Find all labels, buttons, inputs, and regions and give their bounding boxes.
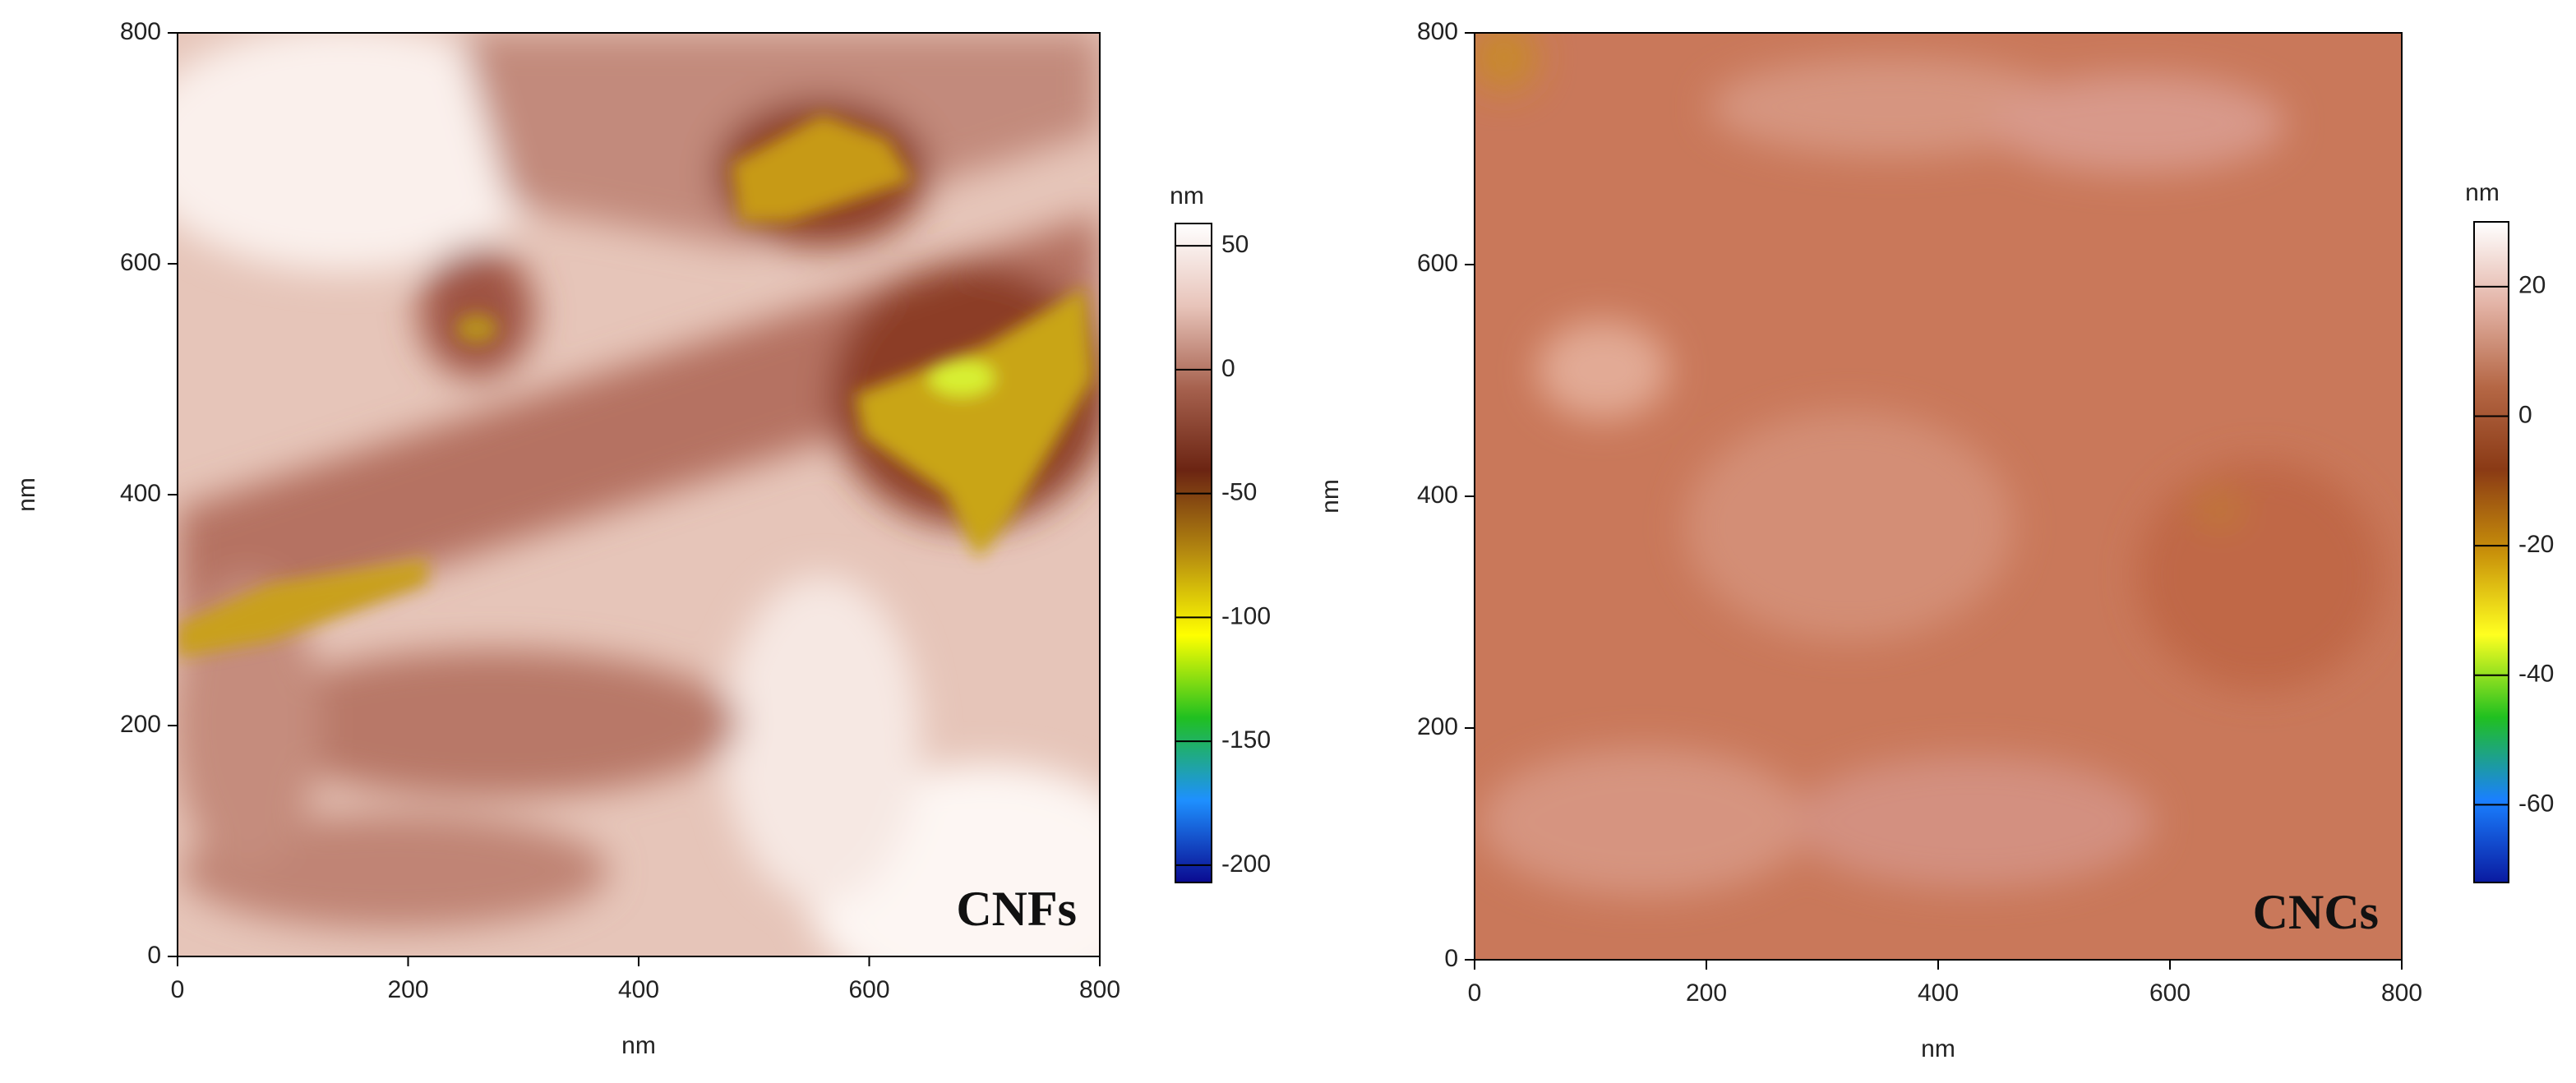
x-tick-label: 400 [618,976,659,1003]
y-tick-label: 400 [1417,482,1458,509]
y-tick-label: 0 [147,942,161,969]
colorbar [1175,223,1212,883]
afm-image [178,33,1100,956]
x-tick-label: 600 [848,976,889,1003]
colorbar-tick-label: 0 [2518,401,2532,428]
y-tick-label: 200 [1417,713,1458,740]
colorbar-label: nm [2465,179,2500,206]
colorbar-tick-label: -100 [1221,602,1271,629]
colorbar-tick-label: -50 [1221,479,1257,506]
sample-label: CNCs [2253,885,2379,939]
y-axis-label: nm [1317,479,1344,514]
colorbar-tick-label: 20 [2518,272,2546,299]
y-tick-label: 600 [1417,250,1458,277]
y-tick-label: 200 [120,711,161,738]
y-axis-label: nm [13,477,40,512]
x-axis-label: nm [1921,1035,1955,1062]
x-tick-label: 0 [171,976,185,1003]
colorbar-label: nm [1170,182,1204,210]
y-tick-label: 600 [120,249,161,276]
colorbar-tick-label: 0 [1221,355,1235,382]
colorbar-tick-label: 50 [1221,231,1249,258]
y-tick-label: 800 [1417,18,1458,45]
colorbar-tick-label: -200 [1221,850,1271,878]
colorbar-tick-label: -60 [2518,790,2554,817]
x-tick-label: 0 [1468,979,1482,1007]
y-tick-label: 400 [120,480,161,507]
x-tick-label: 200 [1686,979,1727,1007]
x-tick-label: 800 [1079,976,1120,1003]
x-tick-label: 200 [387,976,428,1003]
y-tick-label: 0 [1444,945,1458,972]
sample-label: CNFs [956,882,1077,936]
colorbar-tick-label: -150 [1221,726,1271,753]
colorbar [2473,221,2509,883]
colorbar-tick-label: -20 [2518,531,2554,558]
x-axis-label: nm [621,1032,656,1059]
x-tick-label: 800 [2381,979,2422,1007]
x-tick-label: 400 [1918,979,1959,1007]
y-tick-label: 800 [120,18,161,45]
x-tick-label: 600 [2149,979,2191,1007]
afm-image [1475,33,2402,960]
colorbar-tick-label: -40 [2518,661,2554,688]
